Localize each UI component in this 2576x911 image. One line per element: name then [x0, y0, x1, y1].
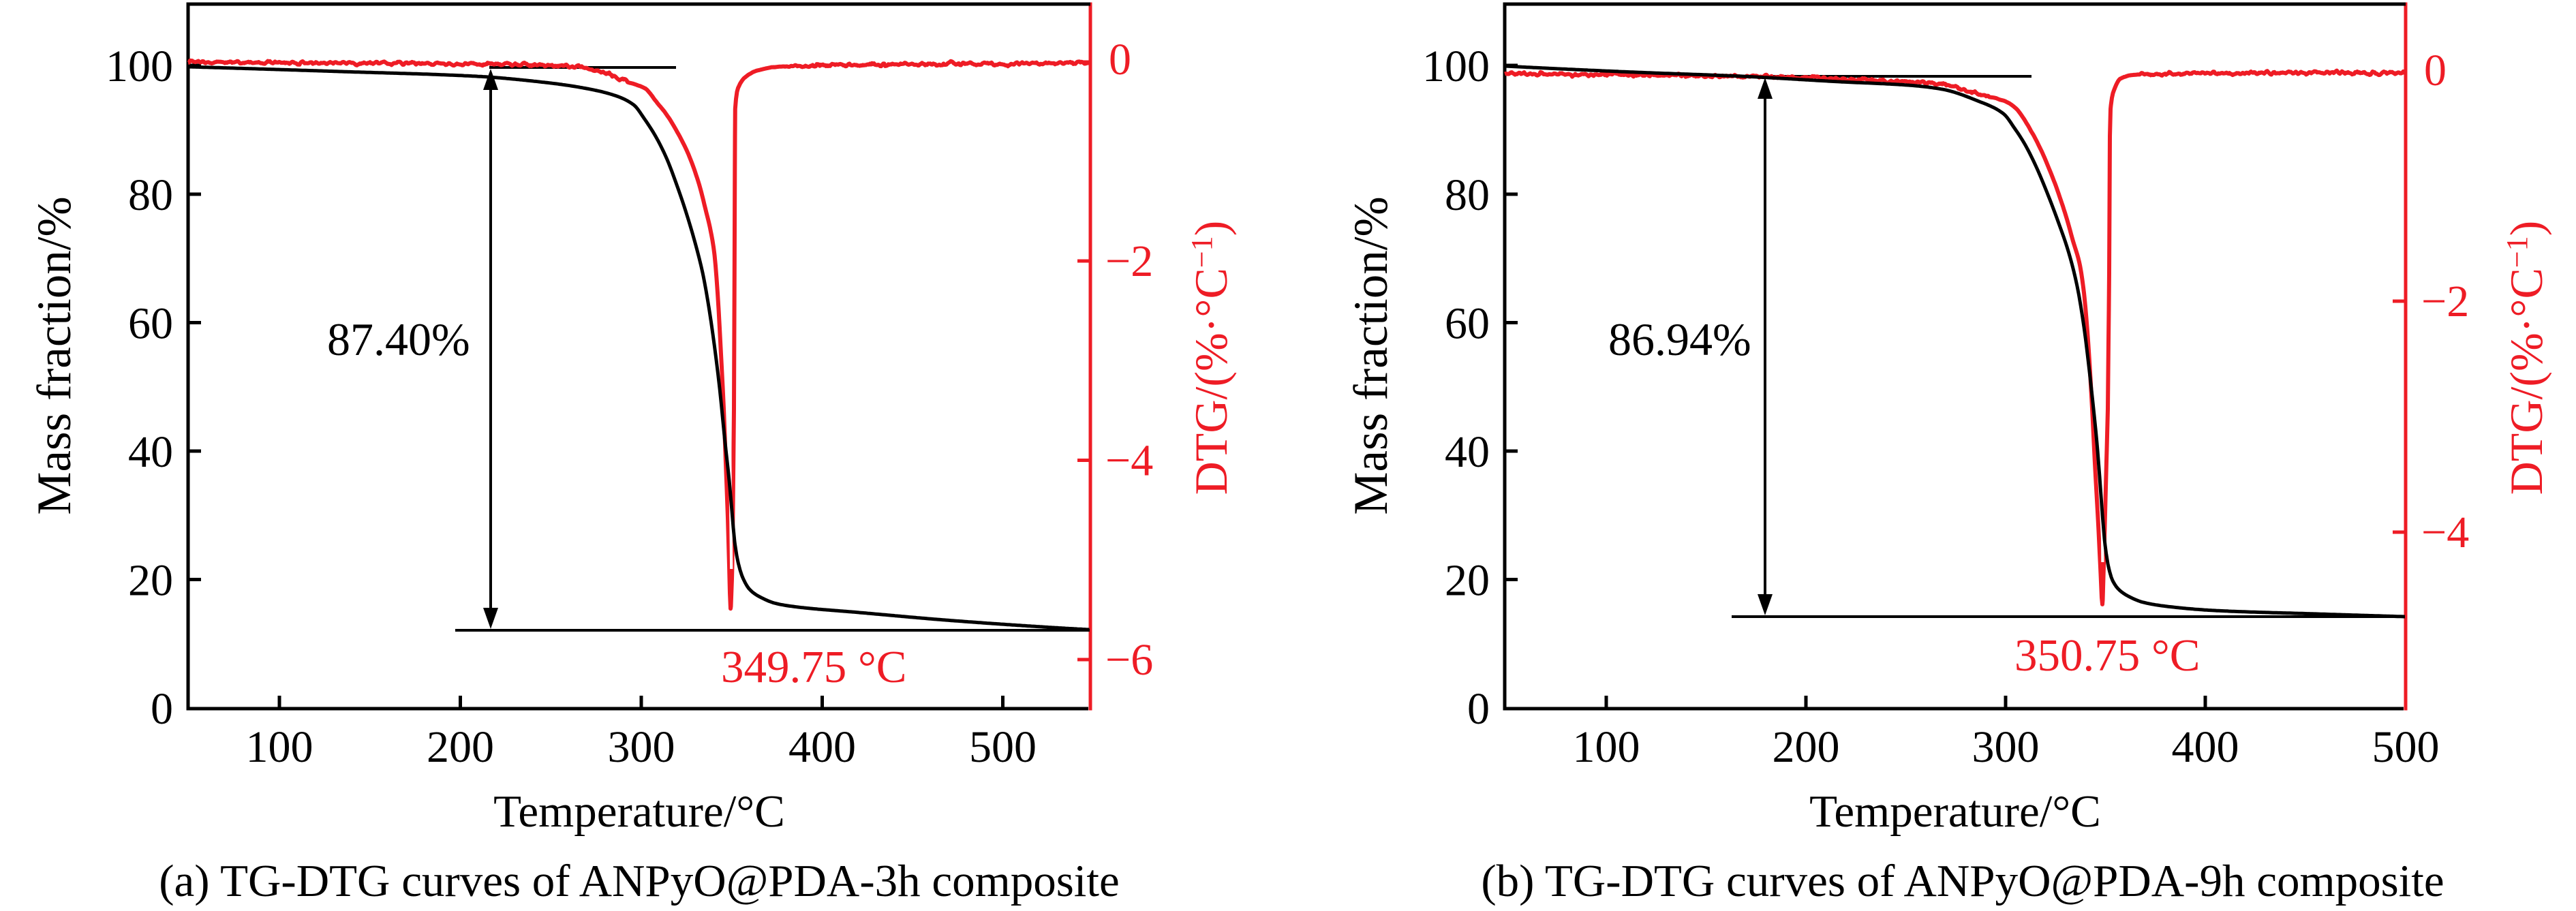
svg-text:100: 100	[1422, 42, 1490, 91]
svg-text:40: 40	[1445, 427, 1490, 477]
svg-text:500: 500	[2372, 722, 2440, 772]
svg-text:−4: −4	[2421, 508, 2469, 557]
svg-text:−2: −2	[2421, 277, 2469, 326]
svg-text:0: 0	[2424, 46, 2447, 95]
svg-text:500: 500	[969, 722, 1037, 772]
svg-text:(b) TG-DTG curves of ANPyO@PDA: (b) TG-DTG curves of ANPyO@PDA-9h compos…	[1481, 856, 2444, 906]
svg-text:200: 200	[427, 722, 494, 772]
svg-text:−2: −2	[1105, 236, 1153, 286]
svg-text:60: 60	[128, 299, 173, 349]
svg-text:Mass fraction/%: Mass fraction/%	[28, 196, 81, 514]
svg-text:300: 300	[1972, 722, 2040, 772]
svg-text:300: 300	[608, 722, 675, 772]
svg-text:−6: −6	[1105, 635, 1153, 685]
svg-text:200: 200	[1773, 722, 1840, 772]
svg-text:60: 60	[1445, 299, 1490, 349]
svg-text:86.94%: 86.94%	[1608, 313, 1751, 365]
svg-text:−4: −4	[1105, 436, 1153, 486]
svg-text:100: 100	[246, 722, 313, 772]
svg-text:20: 20	[128, 556, 173, 606]
svg-text:(a) TG-DTG curves of ANPyO@PDA: (a) TG-DTG curves of ANPyO@PDA-3h compos…	[159, 856, 1120, 906]
svg-text:Temperature/°C: Temperature/°C	[1809, 786, 2101, 837]
svg-text:400: 400	[788, 722, 856, 772]
svg-text:100: 100	[106, 42, 173, 91]
svg-text:80: 80	[1445, 170, 1490, 220]
svg-text:20: 20	[1445, 556, 1490, 606]
svg-text:0: 0	[1467, 684, 1490, 734]
svg-text:100: 100	[1573, 722, 1640, 772]
svg-text:87.40%: 87.40%	[327, 313, 470, 365]
svg-text:0: 0	[151, 684, 173, 734]
svg-text:350.75 °C: 350.75 °C	[2014, 630, 2200, 681]
svg-text:0: 0	[1109, 35, 1131, 84]
svg-text:Temperature/°C: Temperature/°C	[493, 786, 785, 837]
svg-text:40: 40	[128, 427, 173, 477]
svg-text:349.75 °C: 349.75 °C	[721, 642, 906, 692]
svg-text:Mass fraction/%: Mass fraction/%	[1345, 196, 1398, 514]
svg-text:400: 400	[2172, 722, 2239, 772]
svg-text:80: 80	[128, 170, 173, 220]
